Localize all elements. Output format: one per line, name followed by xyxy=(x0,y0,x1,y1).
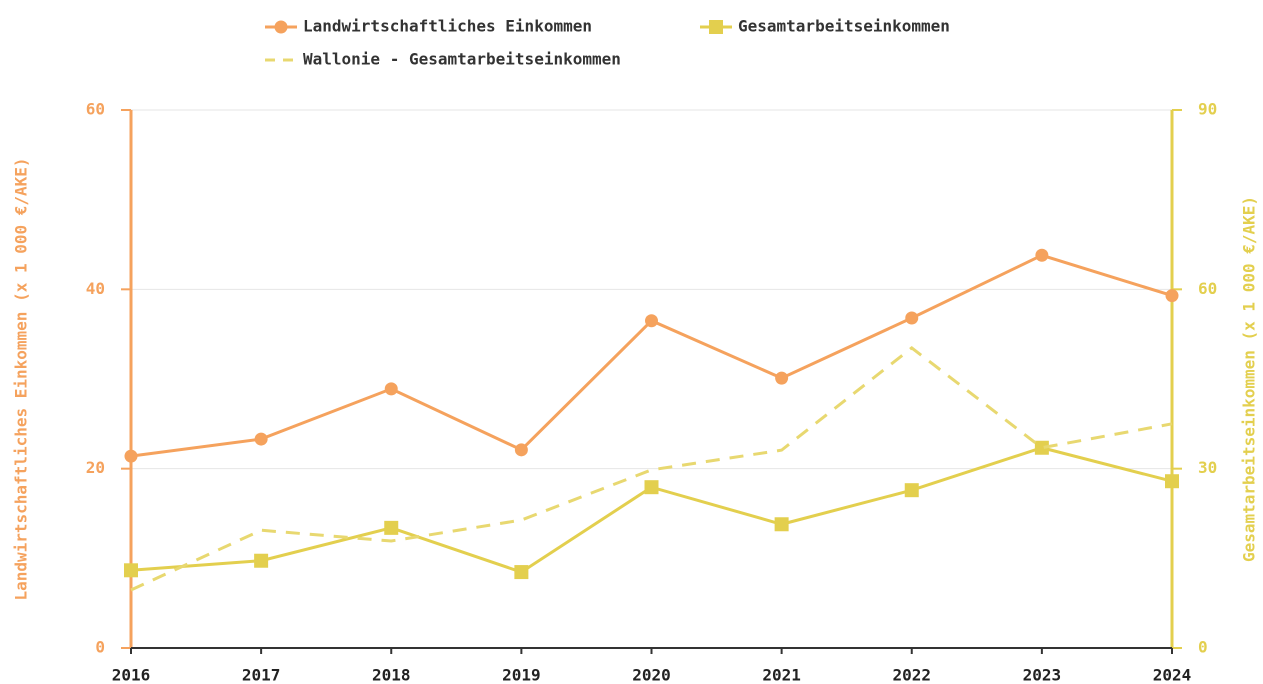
point xyxy=(644,480,659,495)
legend-label: Gesamtarbeitseinkommen xyxy=(738,17,950,36)
x-tick-label: 2021 xyxy=(762,666,801,684)
point xyxy=(384,520,399,535)
point xyxy=(254,432,268,446)
legend-marker xyxy=(274,20,288,34)
point xyxy=(1035,248,1049,262)
x-tick-label: 2024 xyxy=(1153,666,1192,684)
point xyxy=(514,443,528,457)
y-tick-label: 40 xyxy=(86,279,105,298)
legend-marker xyxy=(709,20,723,34)
point xyxy=(1165,289,1179,303)
point xyxy=(645,314,658,328)
y-tick-label: 0 xyxy=(95,638,105,657)
point xyxy=(514,565,529,580)
y-tick-label: 20 xyxy=(86,458,105,477)
legend-label: Landwirtschaftliches Einkommen xyxy=(303,17,592,36)
point xyxy=(775,371,789,385)
x-tick-label: 2018 xyxy=(372,666,411,684)
x-tick-label: 2019 xyxy=(502,666,541,684)
point xyxy=(904,483,919,498)
legend-label: Wallonie - Gesamtarbeitseinkommen xyxy=(303,50,621,69)
x-tick-label: 2022 xyxy=(892,666,931,684)
point xyxy=(905,311,919,325)
point xyxy=(774,517,789,532)
series-line xyxy=(130,446,1173,574)
x-tick-label: 2020 xyxy=(632,666,671,684)
y2-tick-label: 60 xyxy=(1198,279,1217,298)
y2-axis-label: Gesamtarbeitseinkommen (x 1 000 €/AKE) xyxy=(1240,196,1259,562)
y-axis-label: Landwirtschaftliches Einkommen (x 1 000 … xyxy=(12,157,31,600)
y2-tick-label: 0 xyxy=(1198,638,1208,657)
y2-tick-label: 90 xyxy=(1198,100,1217,119)
point xyxy=(1034,440,1049,455)
point xyxy=(1165,474,1179,489)
x-tick-label: 2016 xyxy=(112,666,151,684)
point xyxy=(124,563,138,578)
point xyxy=(124,449,138,463)
point xyxy=(384,382,398,396)
x-tick-label: 2023 xyxy=(1023,666,1062,684)
y-tick-label: 60 xyxy=(86,100,105,119)
point xyxy=(254,553,269,568)
y2-tick-label: 30 xyxy=(1198,458,1217,477)
x-tick-label: 2017 xyxy=(242,666,281,684)
